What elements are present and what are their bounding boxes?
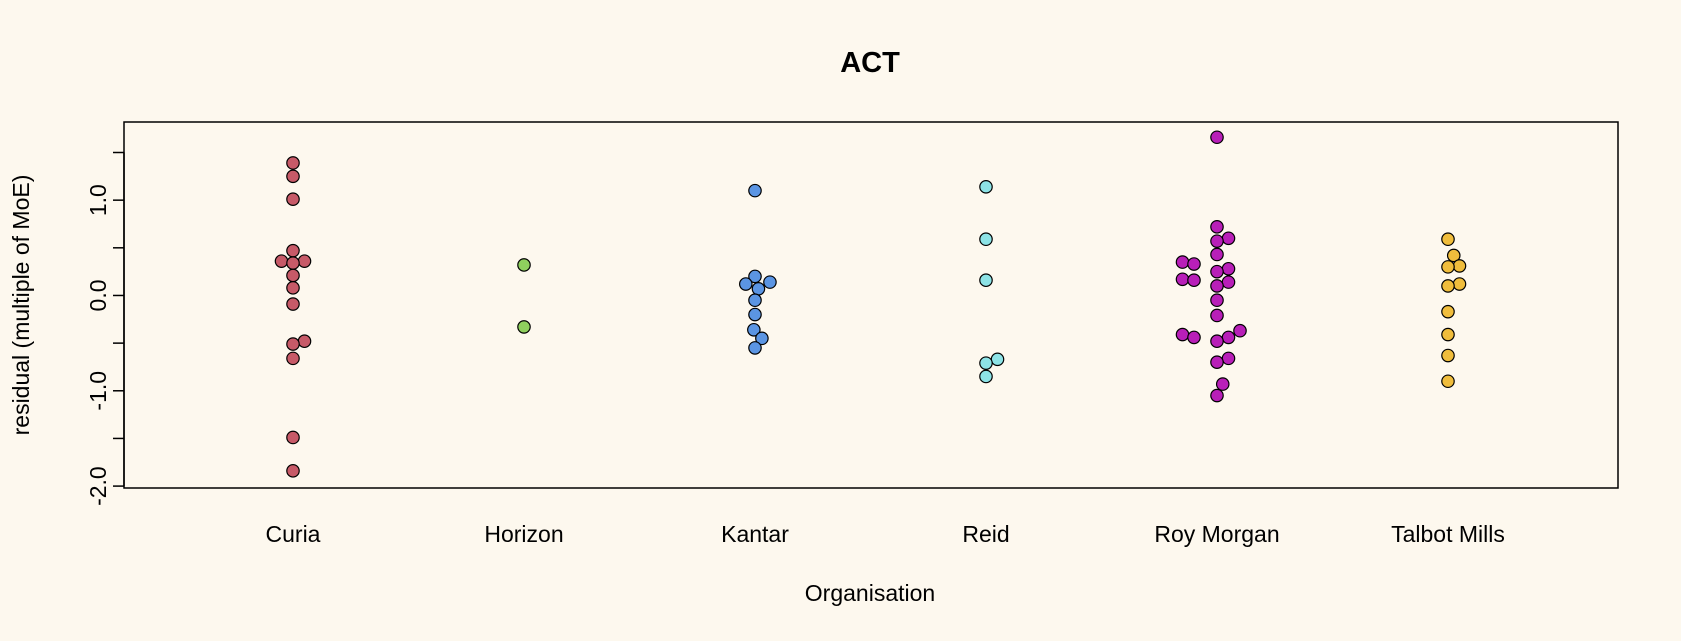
data-point (274, 254, 289, 268)
data-point (1441, 260, 1455, 274)
data-point (748, 269, 762, 284)
y-tick-label: -2.0 (85, 466, 111, 506)
data-point (1210, 247, 1224, 262)
data-point (1187, 330, 1201, 345)
data-point (748, 307, 762, 322)
data-point (979, 180, 993, 194)
data-point (1441, 279, 1455, 293)
data-point (748, 341, 762, 355)
data-point (1221, 261, 1236, 276)
data-point (1210, 130, 1224, 145)
data-point (286, 169, 300, 184)
data-point (1221, 231, 1236, 246)
y-axis-label: residual (multiple of MoE) (8, 175, 34, 436)
x-tick-label: Reid (962, 521, 1009, 547)
data-point (748, 183, 762, 198)
chart-title: ACT (840, 47, 900, 79)
data-point (1210, 234, 1224, 248)
x-tick-label: Kantar (721, 521, 789, 547)
data-point (286, 464, 300, 478)
data-point (1210, 279, 1224, 293)
data-point (1441, 304, 1455, 319)
data-point (1441, 348, 1455, 363)
data-point (1210, 293, 1224, 308)
data-point (1221, 330, 1236, 345)
data-point (1210, 334, 1224, 349)
data-point (979, 273, 993, 288)
data-point (1175, 255, 1190, 269)
data-point (517, 258, 531, 272)
data-point (286, 156, 300, 170)
x-tick-label: Curia (266, 521, 321, 547)
data-point (286, 256, 300, 270)
data-point (286, 297, 300, 311)
data-point (286, 430, 300, 445)
data-point (1210, 355, 1224, 369)
data-point (1221, 351, 1236, 366)
data-point (286, 243, 300, 258)
data-point (1210, 220, 1224, 234)
data-point (1175, 272, 1190, 287)
data-point (1233, 323, 1247, 338)
x-axis-labels: Curia Horizon Kantar Reid Roy Morgan Talbot M… (266, 521, 1505, 547)
y-tick-label: 0.0 (85, 279, 111, 311)
data-point (747, 322, 761, 337)
data-point (979, 356, 993, 370)
data-point (286, 268, 300, 283)
data-point (1215, 377, 1230, 391)
x-tick-label: Horizon (484, 521, 563, 547)
data-point (297, 254, 312, 268)
data-point (297, 334, 312, 349)
x-tick-label: Talbot Mills (1391, 521, 1505, 547)
x-axis-label: Organisation (805, 580, 935, 606)
data-point (1452, 259, 1467, 273)
data-points (274, 130, 1467, 478)
data-point (286, 337, 300, 351)
data-point (1210, 308, 1224, 323)
data-point (1210, 264, 1224, 279)
data-point (755, 331, 769, 346)
data-point (979, 369, 993, 384)
data-point (751, 281, 766, 296)
data-point (1187, 257, 1201, 271)
data-point (1221, 275, 1236, 289)
data-point (1441, 374, 1455, 389)
data-point (1210, 388, 1224, 403)
data-point (286, 351, 300, 366)
data-point (979, 232, 993, 247)
data-point (1441, 327, 1455, 342)
data-point (748, 293, 762, 308)
x-tick-label: Roy Morgan (1154, 521, 1279, 547)
data-point (990, 352, 1005, 367)
data-point (286, 192, 300, 207)
y-tick-label: 1.0 (85, 184, 111, 216)
data-point (1187, 273, 1201, 288)
data-point (1175, 327, 1190, 342)
y-axis: -2.0 -1.0 0.0 1.0 (85, 151, 125, 506)
data-point (517, 320, 531, 334)
data-point (763, 275, 777, 289)
data-point (286, 281, 300, 295)
y-tick-label: -1.0 (85, 371, 111, 411)
data-point (1441, 232, 1455, 247)
data-point (738, 277, 753, 291)
data-point (1446, 248, 1461, 263)
data-point (1452, 277, 1467, 291)
